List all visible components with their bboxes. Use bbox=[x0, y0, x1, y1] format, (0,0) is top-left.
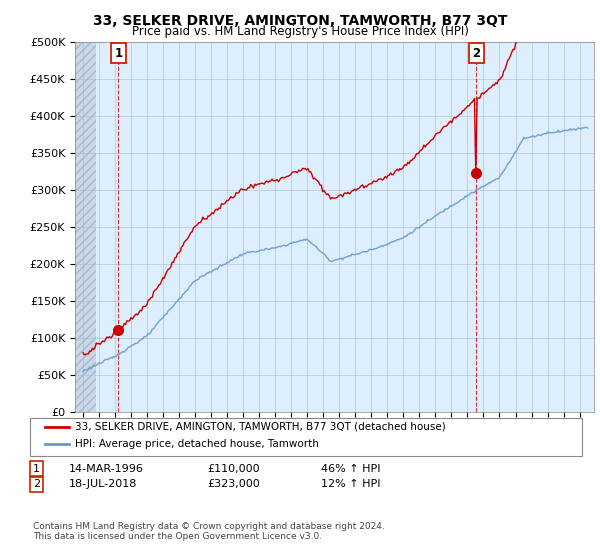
Text: 33, SELKER DRIVE, AMINGTON, TAMWORTH, B77 3QT (detached house): 33, SELKER DRIVE, AMINGTON, TAMWORTH, B7… bbox=[75, 422, 446, 432]
Text: Price paid vs. HM Land Registry's House Price Index (HPI): Price paid vs. HM Land Registry's House … bbox=[131, 25, 469, 38]
Bar bbox=[75, 42, 96, 412]
Text: 2: 2 bbox=[472, 46, 481, 59]
Text: 12% ↑ HPI: 12% ↑ HPI bbox=[321, 479, 380, 489]
Text: 1: 1 bbox=[114, 46, 122, 59]
Text: 18-JUL-2018: 18-JUL-2018 bbox=[69, 479, 137, 489]
Text: HPI: Average price, detached house, Tamworth: HPI: Average price, detached house, Tamw… bbox=[75, 438, 319, 449]
Text: 1: 1 bbox=[33, 464, 40, 474]
Text: 2: 2 bbox=[33, 479, 40, 489]
Text: £110,000: £110,000 bbox=[207, 464, 260, 474]
Text: 14-MAR-1996: 14-MAR-1996 bbox=[69, 464, 144, 474]
Bar bbox=[75, 42, 96, 412]
Text: Contains HM Land Registry data © Crown copyright and database right 2024.
This d: Contains HM Land Registry data © Crown c… bbox=[33, 522, 385, 542]
Text: £323,000: £323,000 bbox=[207, 479, 260, 489]
Text: 46% ↑ HPI: 46% ↑ HPI bbox=[321, 464, 380, 474]
Text: 33, SELKER DRIVE, AMINGTON, TAMWORTH, B77 3QT: 33, SELKER DRIVE, AMINGTON, TAMWORTH, B7… bbox=[93, 14, 507, 28]
